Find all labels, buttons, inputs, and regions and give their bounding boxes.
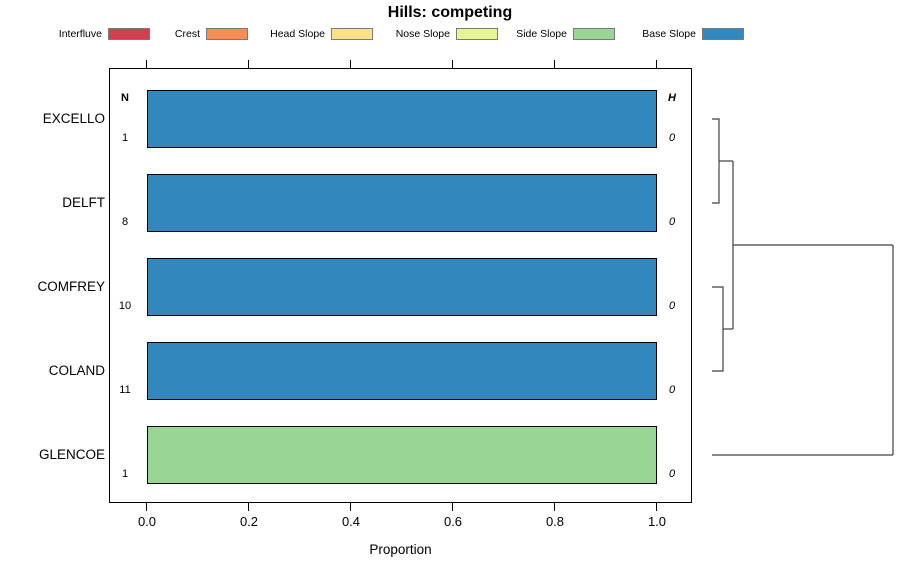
dendrogram-lines <box>712 118 894 456</box>
axis-tick <box>656 503 658 511</box>
row-label-comfrey: COMFREY <box>37 279 106 294</box>
legend-item-interfluve: Interfluve <box>59 27 150 41</box>
legend-item-base-slope: Base Slope <box>642 27 744 41</box>
legend-label: Crest <box>174 28 200 40</box>
axis-tick <box>554 60 556 68</box>
n-value: 1 <box>121 468 129 480</box>
x-tick-label: 0.2 <box>239 514 259 529</box>
x-tick-label: 0.6 <box>443 514 463 529</box>
n-value: 10 <box>118 300 132 312</box>
x-axis-title: Proportion <box>369 542 432 557</box>
row-label-glencoe: GLENCOE <box>38 447 105 462</box>
axis-tick <box>350 60 352 68</box>
bar-segment <box>148 259 656 315</box>
h-value: 0 <box>668 384 676 396</box>
bar-segment <box>148 343 656 399</box>
bar-delft <box>147 174 657 232</box>
chart-title: Hills: competing <box>387 4 513 21</box>
bar-coland <box>147 342 657 400</box>
bar-segment <box>148 427 656 483</box>
x-tick-label: 0.4 <box>341 514 361 529</box>
x-tick-label: 0.0 <box>137 514 157 529</box>
legend-swatch-head-slope <box>331 28 373 40</box>
bar-segment <box>148 175 656 231</box>
h-value: 0 <box>668 132 676 144</box>
row-label-excello: EXCELLO <box>42 111 105 126</box>
axis-tick <box>452 60 454 68</box>
legend-label: Interfluve <box>58 28 102 40</box>
row-label-delft: DELFT <box>62 195 105 210</box>
legend-label: Base Slope <box>642 28 696 40</box>
legend-swatch-interfluve <box>108 28 150 40</box>
bar-excello <box>147 90 657 148</box>
axis-tick <box>146 503 148 511</box>
bar-segment <box>148 91 656 147</box>
bar-glencoe <box>147 426 657 484</box>
legend-swatch-nose-slope <box>456 28 498 40</box>
row-label-coland: COLAND <box>48 363 105 378</box>
h-value: 0 <box>668 300 676 312</box>
h-column-header: H <box>668 92 676 104</box>
bar-comfrey <box>147 258 657 316</box>
legend-item-head-slope: Head Slope <box>270 27 373 41</box>
legend-item-side-slope: Side Slope <box>516 27 615 41</box>
n-value: 1 <box>121 132 129 144</box>
legend-item-nose-slope: Nose Slope <box>396 27 498 41</box>
legend-swatch-side-slope <box>573 28 615 40</box>
legend-swatch-crest <box>206 28 248 40</box>
legend-swatch-base-slope <box>702 28 744 40</box>
n-column-header: N <box>121 92 129 104</box>
axis-tick <box>248 503 250 511</box>
legend-label: Nose Slope <box>395 28 450 40</box>
axis-tick <box>350 503 352 511</box>
h-value: 0 <box>668 468 676 480</box>
x-tick-label: 0.8 <box>545 514 565 529</box>
legend-item-crest: Crest <box>175 27 248 41</box>
axis-tick <box>656 60 658 68</box>
legend-label: Side Slope <box>516 28 567 40</box>
axis-tick <box>554 503 556 511</box>
legend-label: Head Slope <box>270 28 325 40</box>
n-value: 11 <box>119 384 131 396</box>
x-tick-label: 1.0 <box>647 514 667 529</box>
axis-tick <box>248 60 250 68</box>
axis-tick <box>452 503 454 511</box>
n-value: 8 <box>121 216 129 228</box>
axis-tick <box>146 60 148 68</box>
h-value: 0 <box>668 216 676 228</box>
